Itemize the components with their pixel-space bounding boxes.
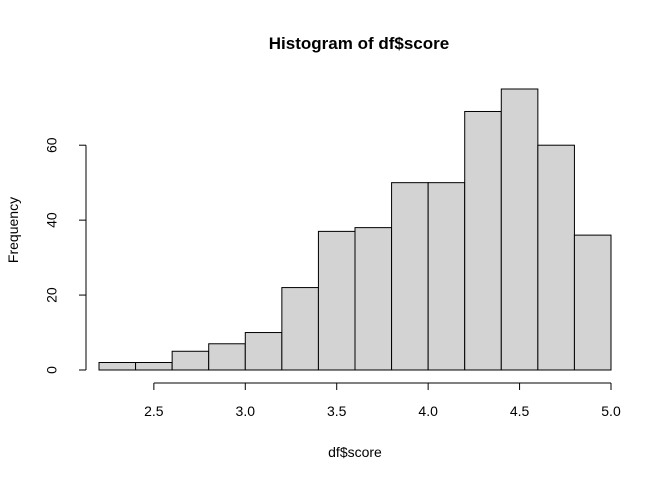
- x-tick-label: 3.5: [327, 403, 347, 419]
- histogram-bar-8: [391, 182, 429, 371]
- histogram-bar-13: [573, 234, 612, 371]
- histogram-bar-5: [281, 287, 319, 371]
- y-axis: 0 20 40 60: [44, 137, 87, 374]
- histogram-bar-7: [354, 227, 393, 371]
- y-tick-label: 20: [44, 287, 60, 303]
- histogram-bar-3: [208, 343, 246, 371]
- histogram-bar-6: [317, 230, 356, 371]
- bars-group: [98, 88, 612, 371]
- y-axis-label: Frequency: [5, 197, 21, 263]
- y-tick-label: 60: [44, 137, 60, 153]
- x-tick-label: 3.0: [236, 403, 256, 419]
- histogram-bar-10: [464, 110, 502, 371]
- x-tick-label: 5.0: [601, 403, 621, 419]
- chart-title: Histogram of df$score: [269, 34, 449, 53]
- histogram-bar-11: [500, 88, 539, 371]
- x-tick-label: 4.5: [510, 403, 530, 419]
- y-tick-label: 0: [44, 366, 60, 374]
- histogram-bar-2: [171, 350, 210, 371]
- x-axis: 2.5 3.0 3.5 4.0 4.5 5.0: [144, 382, 621, 419]
- histogram-bar-1: [135, 362, 173, 371]
- histogram-bar-9: [427, 182, 466, 371]
- x-tick-label: 2.5: [144, 403, 164, 419]
- histogram-bar-4: [244, 332, 283, 371]
- histogram-bar-0: [98, 362, 137, 371]
- histogram-bar-12: [537, 144, 575, 371]
- y-tick-label: 40: [44, 212, 60, 228]
- x-axis-label: df$score: [328, 444, 382, 460]
- x-tick-label: 4.0: [418, 403, 438, 419]
